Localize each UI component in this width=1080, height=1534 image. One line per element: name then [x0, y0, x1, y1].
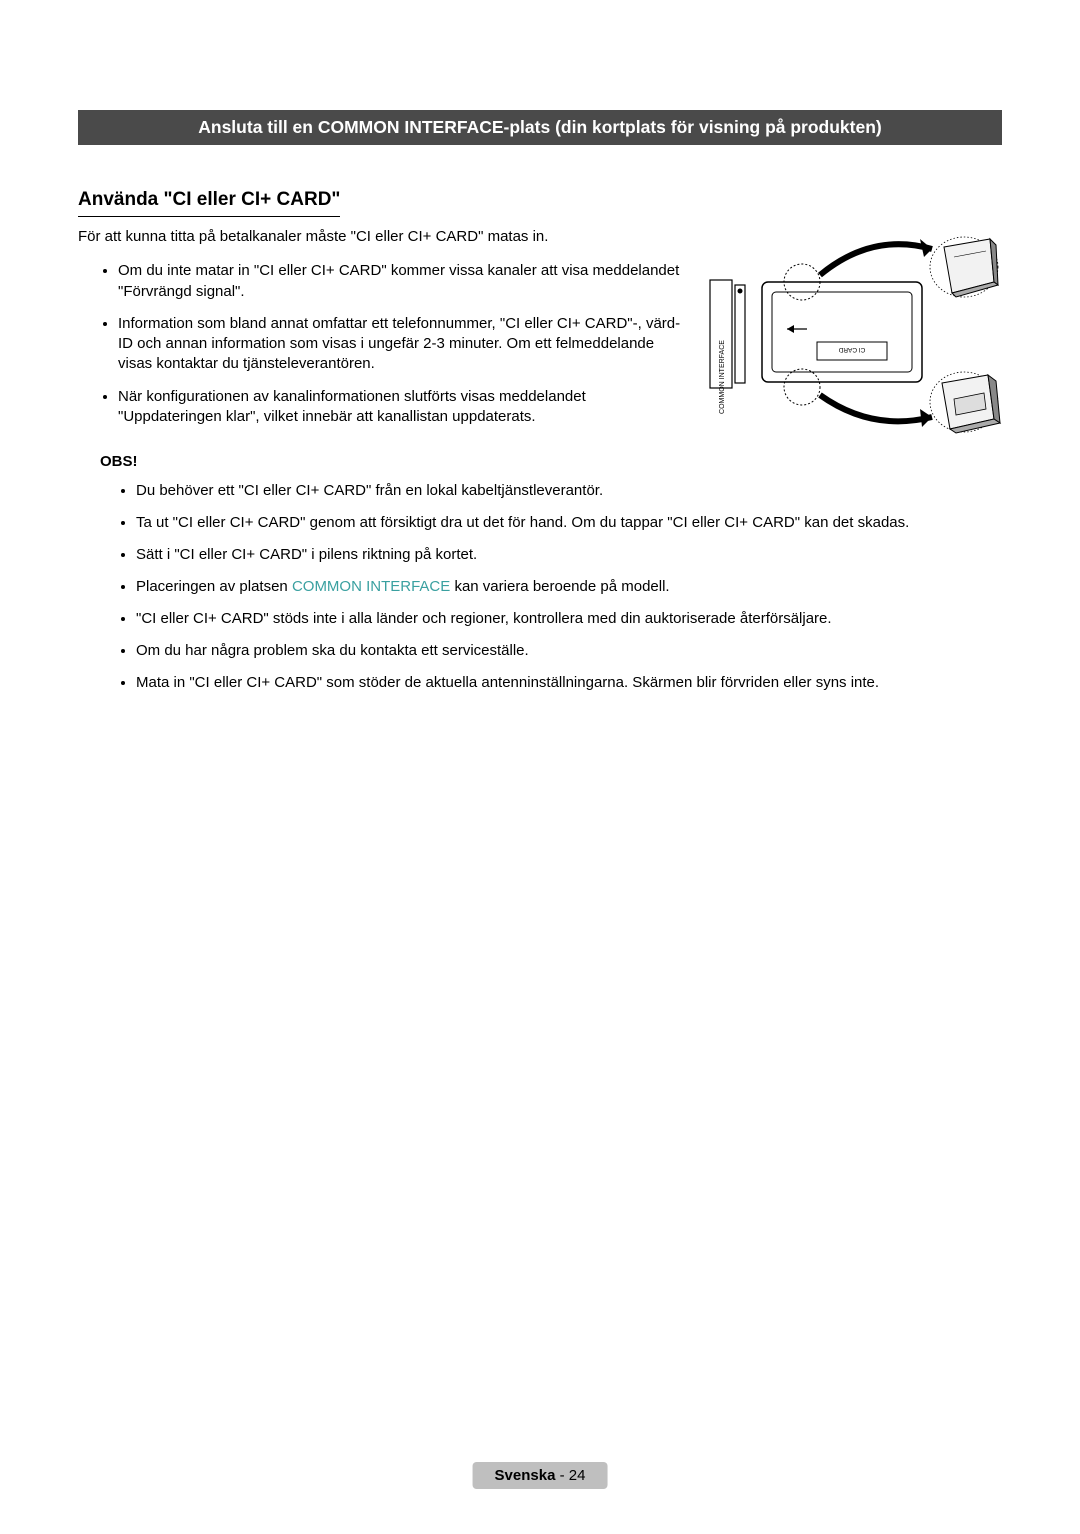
section-heading-wrap: Använda "CI eller CI+ CARD": [78, 189, 1002, 227]
intro-text: För att kunna titta på betalkanaler måst…: [78, 227, 682, 247]
highlight-text: COMMON INTERFACE: [292, 578, 450, 595]
bullet-item: Information som bland annat omfattar ett…: [118, 314, 682, 375]
detail-top: [930, 237, 998, 297]
text-column: För att kunna titta på betalkanaler måst…: [78, 227, 682, 439]
title-bar: Ansluta till en COMMON INTERFACE-plats (…: [78, 110, 1002, 145]
obs-item: Du behöver ett "CI eller CI+ CARD" från …: [136, 480, 1002, 501]
obs-item: Mata in "CI eller CI+ CARD" som stöder d…: [136, 672, 1002, 693]
bullet-item: När konfigurationen av kanalinformatione…: [118, 387, 682, 428]
main-bullets: Om du inte matar in "CI eller CI+ CARD" …: [78, 261, 682, 427]
slot-label: COMMON INTERFACE: [719, 340, 726, 414]
obs-item: Placeringen av platsen COMMON INTERFACE …: [136, 576, 1002, 597]
card-label: CI CARD: [838, 346, 865, 353]
ci-card-diagram: COMMON INTERFACE CI CARD: [702, 227, 1002, 437]
obs-item: Om du har några problem ska du kontakta …: [136, 640, 1002, 661]
footer-language: Svenska: [495, 1467, 556, 1484]
bullet-item: Om du inte matar in "CI eller CI+ CARD" …: [118, 261, 682, 302]
obs-list: Du behöver ett "CI eller CI+ CARD" från …: [78, 480, 1002, 693]
footer-sep: -: [555, 1467, 568, 1484]
obs-item: Ta ut "CI eller CI+ CARD" genom att förs…: [136, 512, 1002, 533]
obs-heading: OBS!: [100, 453, 1002, 470]
footer-page: 24: [569, 1467, 586, 1484]
obs-item: Sätt i "CI eller CI+ CARD" i pilens rikt…: [136, 544, 1002, 565]
section-heading: Använda "CI eller CI+ CARD": [78, 189, 340, 217]
page-footer: Svenska - 24: [473, 1462, 608, 1489]
content-wrap: För att kunna titta på betalkanaler måst…: [78, 227, 1002, 439]
obs-item: "CI eller CI+ CARD" stöds inte i alla lä…: [136, 608, 1002, 629]
detail-bottom: [930, 372, 1000, 433]
